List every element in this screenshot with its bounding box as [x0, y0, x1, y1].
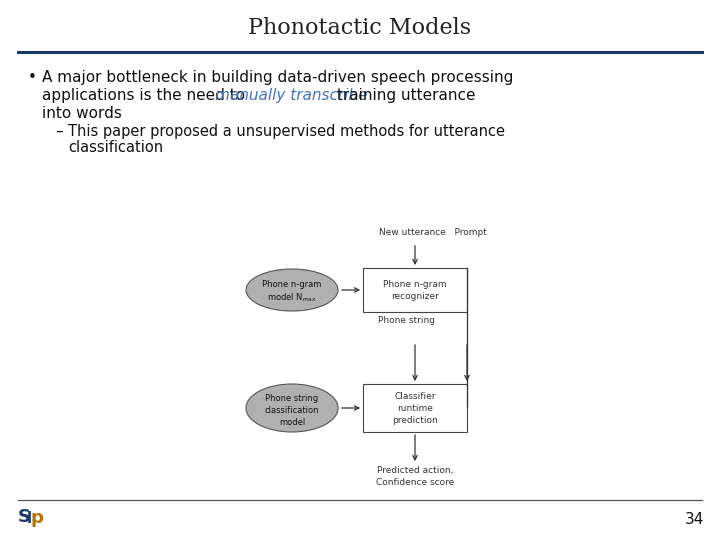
Text: p: p: [31, 509, 44, 527]
Text: 34: 34: [685, 512, 704, 527]
Text: into words: into words: [42, 106, 122, 121]
Bar: [363, 268, 467, 312]
Text: Phone n-gram: Phone n-gram: [262, 280, 322, 289]
Text: manually transcribe: manually transcribe: [215, 88, 367, 103]
Text: prediction: prediction: [392, 416, 438, 425]
Bar: [363, 384, 467, 432]
Text: –: –: [55, 124, 63, 139]
Text: model N$_{\mathregular{max}}$: model N$_{\mathregular{max}}$: [267, 292, 317, 305]
Text: New utterance   Prompt: New utterance Prompt: [379, 228, 487, 237]
Text: Classifier: Classifier: [395, 392, 436, 401]
Text: This paper proposed a unsupervised methods for utterance: This paper proposed a unsupervised metho…: [68, 124, 505, 139]
Text: runtime: runtime: [397, 404, 433, 413]
Text: S: S: [18, 508, 31, 526]
Text: model: model: [279, 418, 305, 427]
Text: Phone string: Phone string: [266, 394, 318, 403]
Text: Phone n-gram: Phone n-gram: [383, 280, 447, 289]
Text: Phone string: Phone string: [379, 316, 436, 325]
Text: Phonotactic Models: Phonotactic Models: [248, 17, 472, 39]
Text: training utterance: training utterance: [333, 88, 476, 103]
Ellipse shape: [246, 384, 338, 432]
Text: recognizer: recognizer: [391, 292, 439, 301]
Text: l: l: [27, 511, 32, 526]
Text: Confidence score: Confidence score: [376, 478, 454, 487]
Text: classification: classification: [68, 140, 163, 155]
Text: applications is the need to: applications is the need to: [42, 88, 250, 103]
Text: A major bottleneck in building data-driven speech processing: A major bottleneck in building data-driv…: [42, 70, 513, 85]
Text: •: •: [28, 70, 37, 85]
Text: classification: classification: [265, 406, 319, 415]
Ellipse shape: [246, 269, 338, 311]
Text: Predicted action,: Predicted action,: [377, 466, 453, 475]
